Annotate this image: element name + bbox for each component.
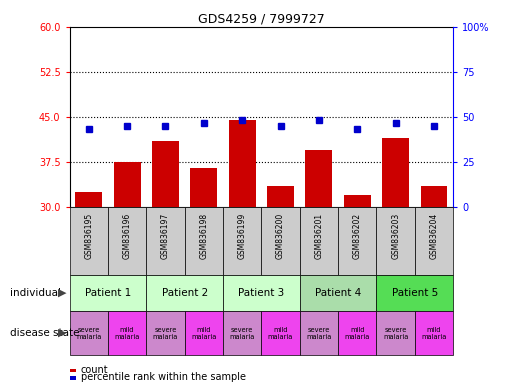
Bar [338,207,376,275]
Bar [300,311,338,355]
Bar [152,141,179,207]
Bar [305,150,332,207]
Text: mild
malaria: mild malaria [421,327,447,339]
Title: GDS4259 / 7999727: GDS4259 / 7999727 [198,13,325,26]
Bar [223,275,300,311]
Text: GSM836203: GSM836203 [391,213,400,259]
Text: Patient 4: Patient 4 [315,288,361,298]
Text: mild
malaria: mild malaria [345,327,370,339]
Text: severe
malaria: severe malaria [383,327,408,339]
Bar [300,207,338,275]
Text: Patient 1: Patient 1 [85,288,131,298]
Text: ▶: ▶ [58,328,67,338]
Text: GSM836198: GSM836198 [199,213,208,259]
Bar [184,207,223,275]
Bar [267,186,294,207]
Bar [108,311,146,355]
Bar [229,120,255,207]
Bar [344,195,371,207]
Bar [261,207,300,275]
Text: Patient 2: Patient 2 [162,288,208,298]
Bar [261,311,300,355]
Text: mild
malaria: mild malaria [268,327,293,339]
Text: severe
malaria: severe malaria [230,327,255,339]
Text: GSM836204: GSM836204 [430,213,438,259]
Bar [191,168,217,207]
Bar [108,207,146,275]
Bar [415,311,453,355]
Text: GSM836201: GSM836201 [315,213,323,259]
Text: GSM836202: GSM836202 [353,213,362,259]
Bar [146,311,184,355]
Bar [75,192,102,207]
Text: GSM836200: GSM836200 [276,213,285,259]
Bar [70,275,146,311]
Bar [223,207,261,275]
Bar [376,275,453,311]
Text: mild
malaria: mild malaria [114,327,140,339]
Bar [376,311,415,355]
Text: disease state: disease state [10,328,80,338]
Text: ▶: ▶ [58,288,67,298]
Bar [421,186,448,207]
Text: percentile rank within the sample: percentile rank within the sample [81,372,246,382]
Text: GSM836195: GSM836195 [84,213,93,259]
Bar [146,207,184,275]
Text: individual: individual [10,288,61,298]
Bar [382,138,409,207]
Bar [338,311,376,355]
Text: count: count [81,365,109,375]
Text: severe
malaria: severe malaria [306,327,332,339]
Text: GSM836196: GSM836196 [123,213,131,259]
Text: mild
malaria: mild malaria [191,327,216,339]
Text: GSM836199: GSM836199 [238,213,247,259]
Bar [184,311,223,355]
Bar [70,311,108,355]
Bar [70,207,108,275]
Bar [300,275,376,311]
Text: GSM836197: GSM836197 [161,213,170,259]
Bar [146,275,223,311]
Text: severe
malaria: severe malaria [76,327,101,339]
Bar [114,162,141,207]
Text: severe
malaria: severe malaria [153,327,178,339]
Bar [376,207,415,275]
Text: Patient 3: Patient 3 [238,288,284,298]
Text: Patient 5: Patient 5 [392,288,438,298]
Bar [415,207,453,275]
Bar [223,311,261,355]
